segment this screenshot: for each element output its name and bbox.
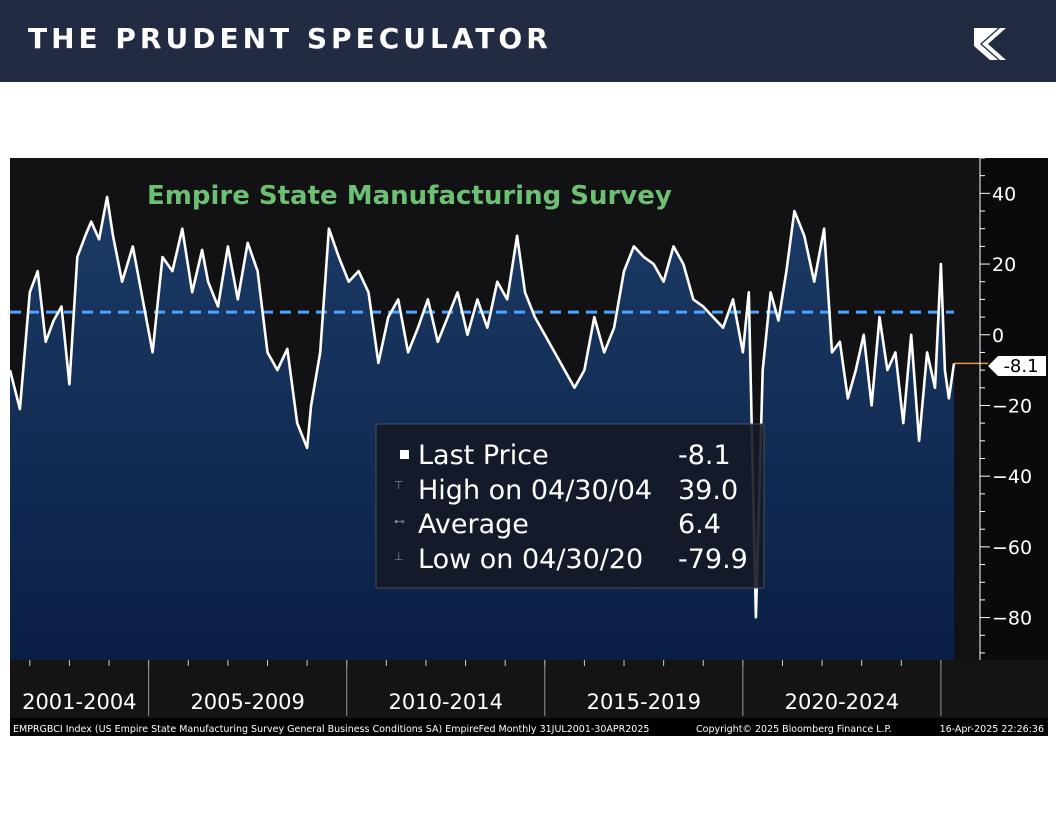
last-value-label: -8.1 <box>1003 356 1038 377</box>
chart-title: Empire State Manufacturing Survey <box>147 181 672 211</box>
xaxis-background <box>10 660 1048 718</box>
x-period-label: 2015-2019 <box>587 690 701 714</box>
legend-value-high: 39.0 <box>678 475 738 506</box>
series-line <box>8 195 956 619</box>
legend-label-average: Average <box>418 509 529 540</box>
footer-timestamp: 16-Apr-2025 22:26:36 <box>940 724 1044 735</box>
legend-average-icon: ⊷ <box>394 515 405 528</box>
x-period-label: 2010-2014 <box>389 690 503 714</box>
x-period-label: 2020-2024 <box>785 690 899 714</box>
last-value-tag: -8.1 <box>988 356 1046 377</box>
footer-background <box>10 718 1048 736</box>
y-tick-label: 20 <box>992 254 1016 276</box>
legend-label-last: Last Price <box>418 440 549 471</box>
header-bar: THE PRUDENT SPECULATOR <box>0 0 1056 82</box>
y-tick-label: −60 <box>992 537 1032 559</box>
chart-container: -8.1 Empire State Manufacturing Survey ⊤… <box>8 157 1048 736</box>
y-tick-label: −80 <box>992 608 1032 630</box>
legend-high-icon: ⊤ <box>394 479 404 492</box>
legend-value-average: 6.4 <box>678 509 721 540</box>
footer-source: EMPRGBCI Index (US Empire State Manufact… <box>13 724 649 735</box>
x-period-label: 2001-2004 <box>22 690 136 714</box>
tps-logo-icon <box>974 28 1006 60</box>
axis-background <box>980 158 1048 660</box>
x-axis: 2001-2004 2005-2009 2010-2014 2015-2019 2020… <box>22 660 942 716</box>
y-tick-label: 40 <box>992 183 1016 205</box>
y-tick-label: −20 <box>992 395 1032 417</box>
legend-label-low: Low on 04/30/20 <box>418 544 643 575</box>
empire-chart: -8.1 Empire State Manufacturing Survey ⊤… <box>8 157 1048 736</box>
y-tick-label: 0 <box>992 325 1004 347</box>
legend-square-icon <box>400 450 409 459</box>
brand-title: THE PRUDENT SPECULATOR <box>28 22 552 55</box>
legend-low-icon: ⊥ <box>394 550 404 563</box>
legend-label-high: High on 04/30/04 <box>418 475 652 506</box>
legend-box: ⊤ ⊷ ⊥ Last Price -8.1 High on 04/30/04 3… <box>375 423 765 589</box>
legend-value-last: -8.1 <box>678 440 731 471</box>
y-axis: 40 20 0 −20 −40 −60 −80 <box>979 157 1032 660</box>
footer-copyright: Copyright© 2025 Bloomberg Finance L.P. <box>696 724 892 735</box>
legend-value-low: -79.9 <box>678 544 748 575</box>
x-period-label: 2005-2009 <box>190 690 304 714</box>
y-tick-label: −40 <box>992 466 1032 488</box>
